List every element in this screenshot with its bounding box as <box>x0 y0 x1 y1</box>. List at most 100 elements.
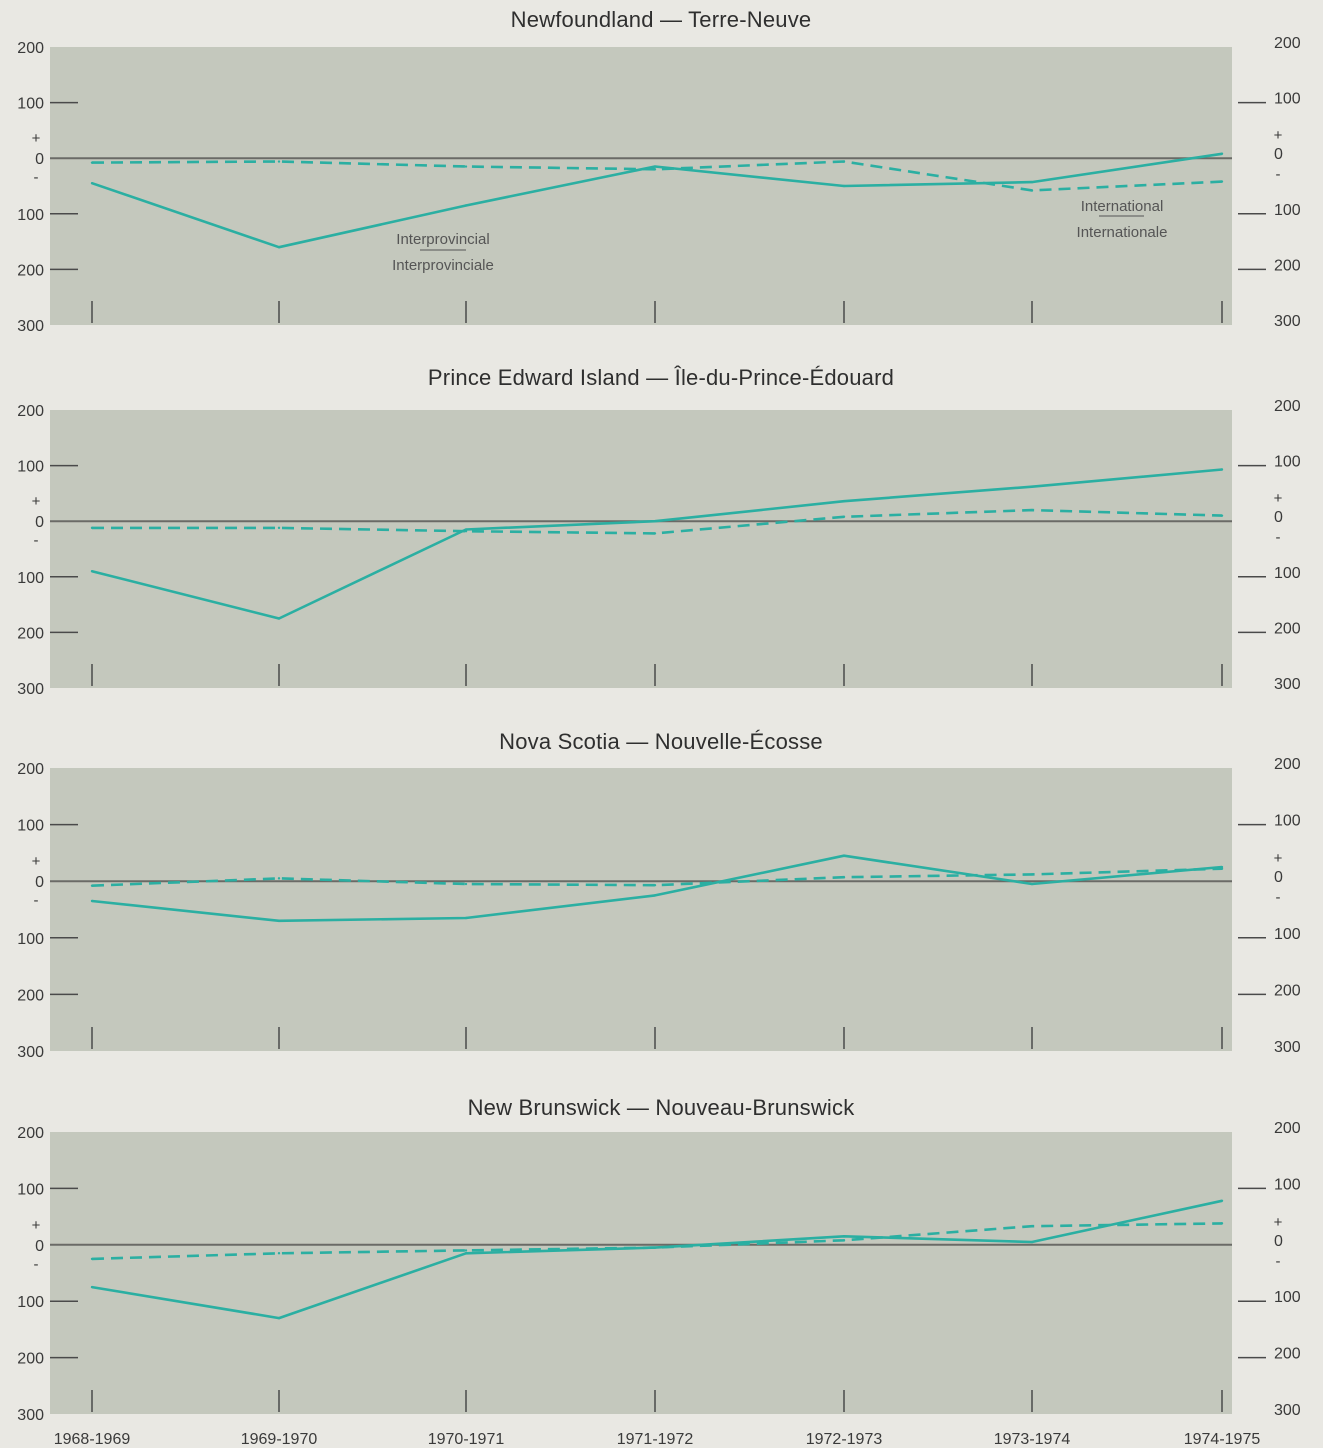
point-interprovincial-5 <box>842 854 846 857</box>
point-international-3 <box>464 1249 468 1252</box>
point-international-6 <box>1030 1224 1034 1228</box>
y-tick-label-left: 100 <box>17 96 44 113</box>
y-tick-label-right: 0 <box>1274 146 1283 163</box>
point-interprovincial-6 <box>1030 180 1034 184</box>
y-tick-label-right: 300 <box>1274 1039 1301 1056</box>
legend-annotations: Interprovincial Interprovinciale Internati… <box>392 198 1167 274</box>
point-international-2 <box>277 526 281 530</box>
minus-sign-left: - <box>34 1256 39 1273</box>
y-tick-label-left: 200 <box>17 262 44 279</box>
plus-sign-right: + <box>1274 1214 1283 1231</box>
y-tick-label-right: 100 <box>1274 91 1301 108</box>
point-international-7 <box>1220 514 1224 517</box>
point-interprovincial-1 <box>90 1285 94 1289</box>
point-international-5 <box>842 1239 846 1242</box>
legend-interprovincial-en: Interprovincial <box>396 231 489 248</box>
y-tick-label-left: 300 <box>17 681 44 698</box>
x-tick-label: 1970-1971 <box>428 1431 505 1448</box>
y-tick-label-left: 100 <box>17 570 44 587</box>
y-tick-label-left: 200 <box>17 625 44 642</box>
point-international-7 <box>1220 180 1224 183</box>
y-tick-label-right: 200 <box>1274 756 1301 773</box>
y-tick-label-left: 100 <box>17 459 44 476</box>
y-tick-label-right: 200 <box>1274 398 1301 415</box>
plus-sign-right: + <box>1274 127 1283 144</box>
y-tick-label-right: 300 <box>1274 1402 1301 1419</box>
plus-sign-left: + <box>32 853 41 870</box>
minus-sign-right: - <box>1276 166 1281 183</box>
point-interprovincial-4 <box>653 165 657 168</box>
y-tick-label-left: 200 <box>17 1125 44 1142</box>
chart-panel-3: Nova Scotia — Nouvelle-Écosse 200 200 100 10… <box>17 729 1301 1061</box>
y-tick-label-right: 100 <box>1274 1289 1301 1306</box>
y-tick-label-right: 300 <box>1274 313 1301 330</box>
point-interprovincial-5 <box>842 499 846 503</box>
point-international-5 <box>842 515 846 518</box>
point-interprovincial-6 <box>1030 1240 1034 1244</box>
y-tick-label-right: 200 <box>1274 1346 1301 1363</box>
panel-title: New Brunswick — Nouveau-Brunswick <box>468 1095 856 1120</box>
plus-sign-left: + <box>32 130 41 147</box>
minus-sign-right: - <box>1276 529 1281 546</box>
point-interprovincial-6 <box>1030 485 1034 488</box>
plot-area <box>50 1132 1232 1414</box>
point-interprovincial-3 <box>464 528 468 531</box>
point-international-2 <box>277 1252 281 1255</box>
point-interprovincial-2 <box>277 1316 281 1320</box>
plus-sign-right: + <box>1274 850 1283 867</box>
point-international-1 <box>90 161 94 164</box>
legend-international-en: International <box>1081 198 1164 215</box>
minus-sign-right: - <box>1276 889 1281 906</box>
y-tick-label-left: 300 <box>17 318 44 335</box>
y-tick-label-left: 300 <box>17 1407 44 1424</box>
point-interprovincial-1 <box>90 570 94 573</box>
y-tick-label-left: 0 <box>35 151 44 168</box>
point-international-1 <box>90 1257 94 1261</box>
point-interprovincial-1 <box>90 182 94 185</box>
y-tick-label-right: 200 <box>1274 982 1301 999</box>
y-tick-label-left: 200 <box>17 403 44 420</box>
point-interprovincial-2 <box>277 245 281 249</box>
chart-panel-4: New Brunswick — Nouveau-Brunswick 200 200 1… <box>17 1095 1301 1448</box>
panel-title: Prince Edward Island — Île-du-Prince-Édo… <box>428 365 894 390</box>
point-international-3 <box>464 882 468 886</box>
plot-area <box>50 768 1232 1051</box>
x-tick-label: 1968-1969 <box>54 1431 131 1448</box>
y-tick-label-right: 200 <box>1274 620 1301 637</box>
y-tick-label-left: 0 <box>35 874 44 891</box>
x-tick-label: 1973-1974 <box>994 1431 1071 1448</box>
plus-sign-left: + <box>32 493 41 510</box>
point-interprovincial-3 <box>464 204 468 207</box>
point-international-6 <box>1030 873 1034 876</box>
y-tick-label-right: 200 <box>1274 35 1301 52</box>
y-tick-label-left: 100 <box>17 818 44 835</box>
x-tick-label: 1969-1970 <box>241 1431 318 1448</box>
point-international-7 <box>1220 1222 1224 1225</box>
point-international-4 <box>653 168 657 171</box>
x-tick-label: 1972-1973 <box>806 1431 883 1448</box>
y-tick-label-left: 200 <box>17 761 44 778</box>
y-tick-label-right: 100 <box>1274 454 1301 471</box>
point-international-4 <box>653 532 657 535</box>
minus-sign-left: - <box>34 892 39 909</box>
point-interprovincial-7 <box>1220 1199 1224 1203</box>
y-tick-label-right: 0 <box>1274 869 1283 886</box>
point-interprovincial-5 <box>842 1235 846 1238</box>
point-international-5 <box>842 160 846 163</box>
y-tick-label-left: 300 <box>17 1044 44 1061</box>
point-interprovincial-4 <box>653 894 657 897</box>
chart-panel-1: Newfoundland — Terre-Neuve 200 200 100 100 0 0… <box>17 7 1301 335</box>
minus-sign-right: - <box>1276 1253 1281 1270</box>
y-tick-label-right: 100 <box>1274 565 1301 582</box>
point-international-1 <box>90 884 94 887</box>
plot-area <box>50 47 1232 325</box>
point-international-2 <box>277 160 281 163</box>
plus-sign-left: + <box>32 1217 41 1234</box>
point-international-1 <box>90 526 94 530</box>
minus-sign-left: - <box>34 169 39 186</box>
y-tick-label-left: 100 <box>17 1181 44 1198</box>
point-international-3 <box>464 530 468 533</box>
point-interprovincial-6 <box>1030 882 1034 886</box>
y-tick-label-right: 100 <box>1274 813 1301 830</box>
